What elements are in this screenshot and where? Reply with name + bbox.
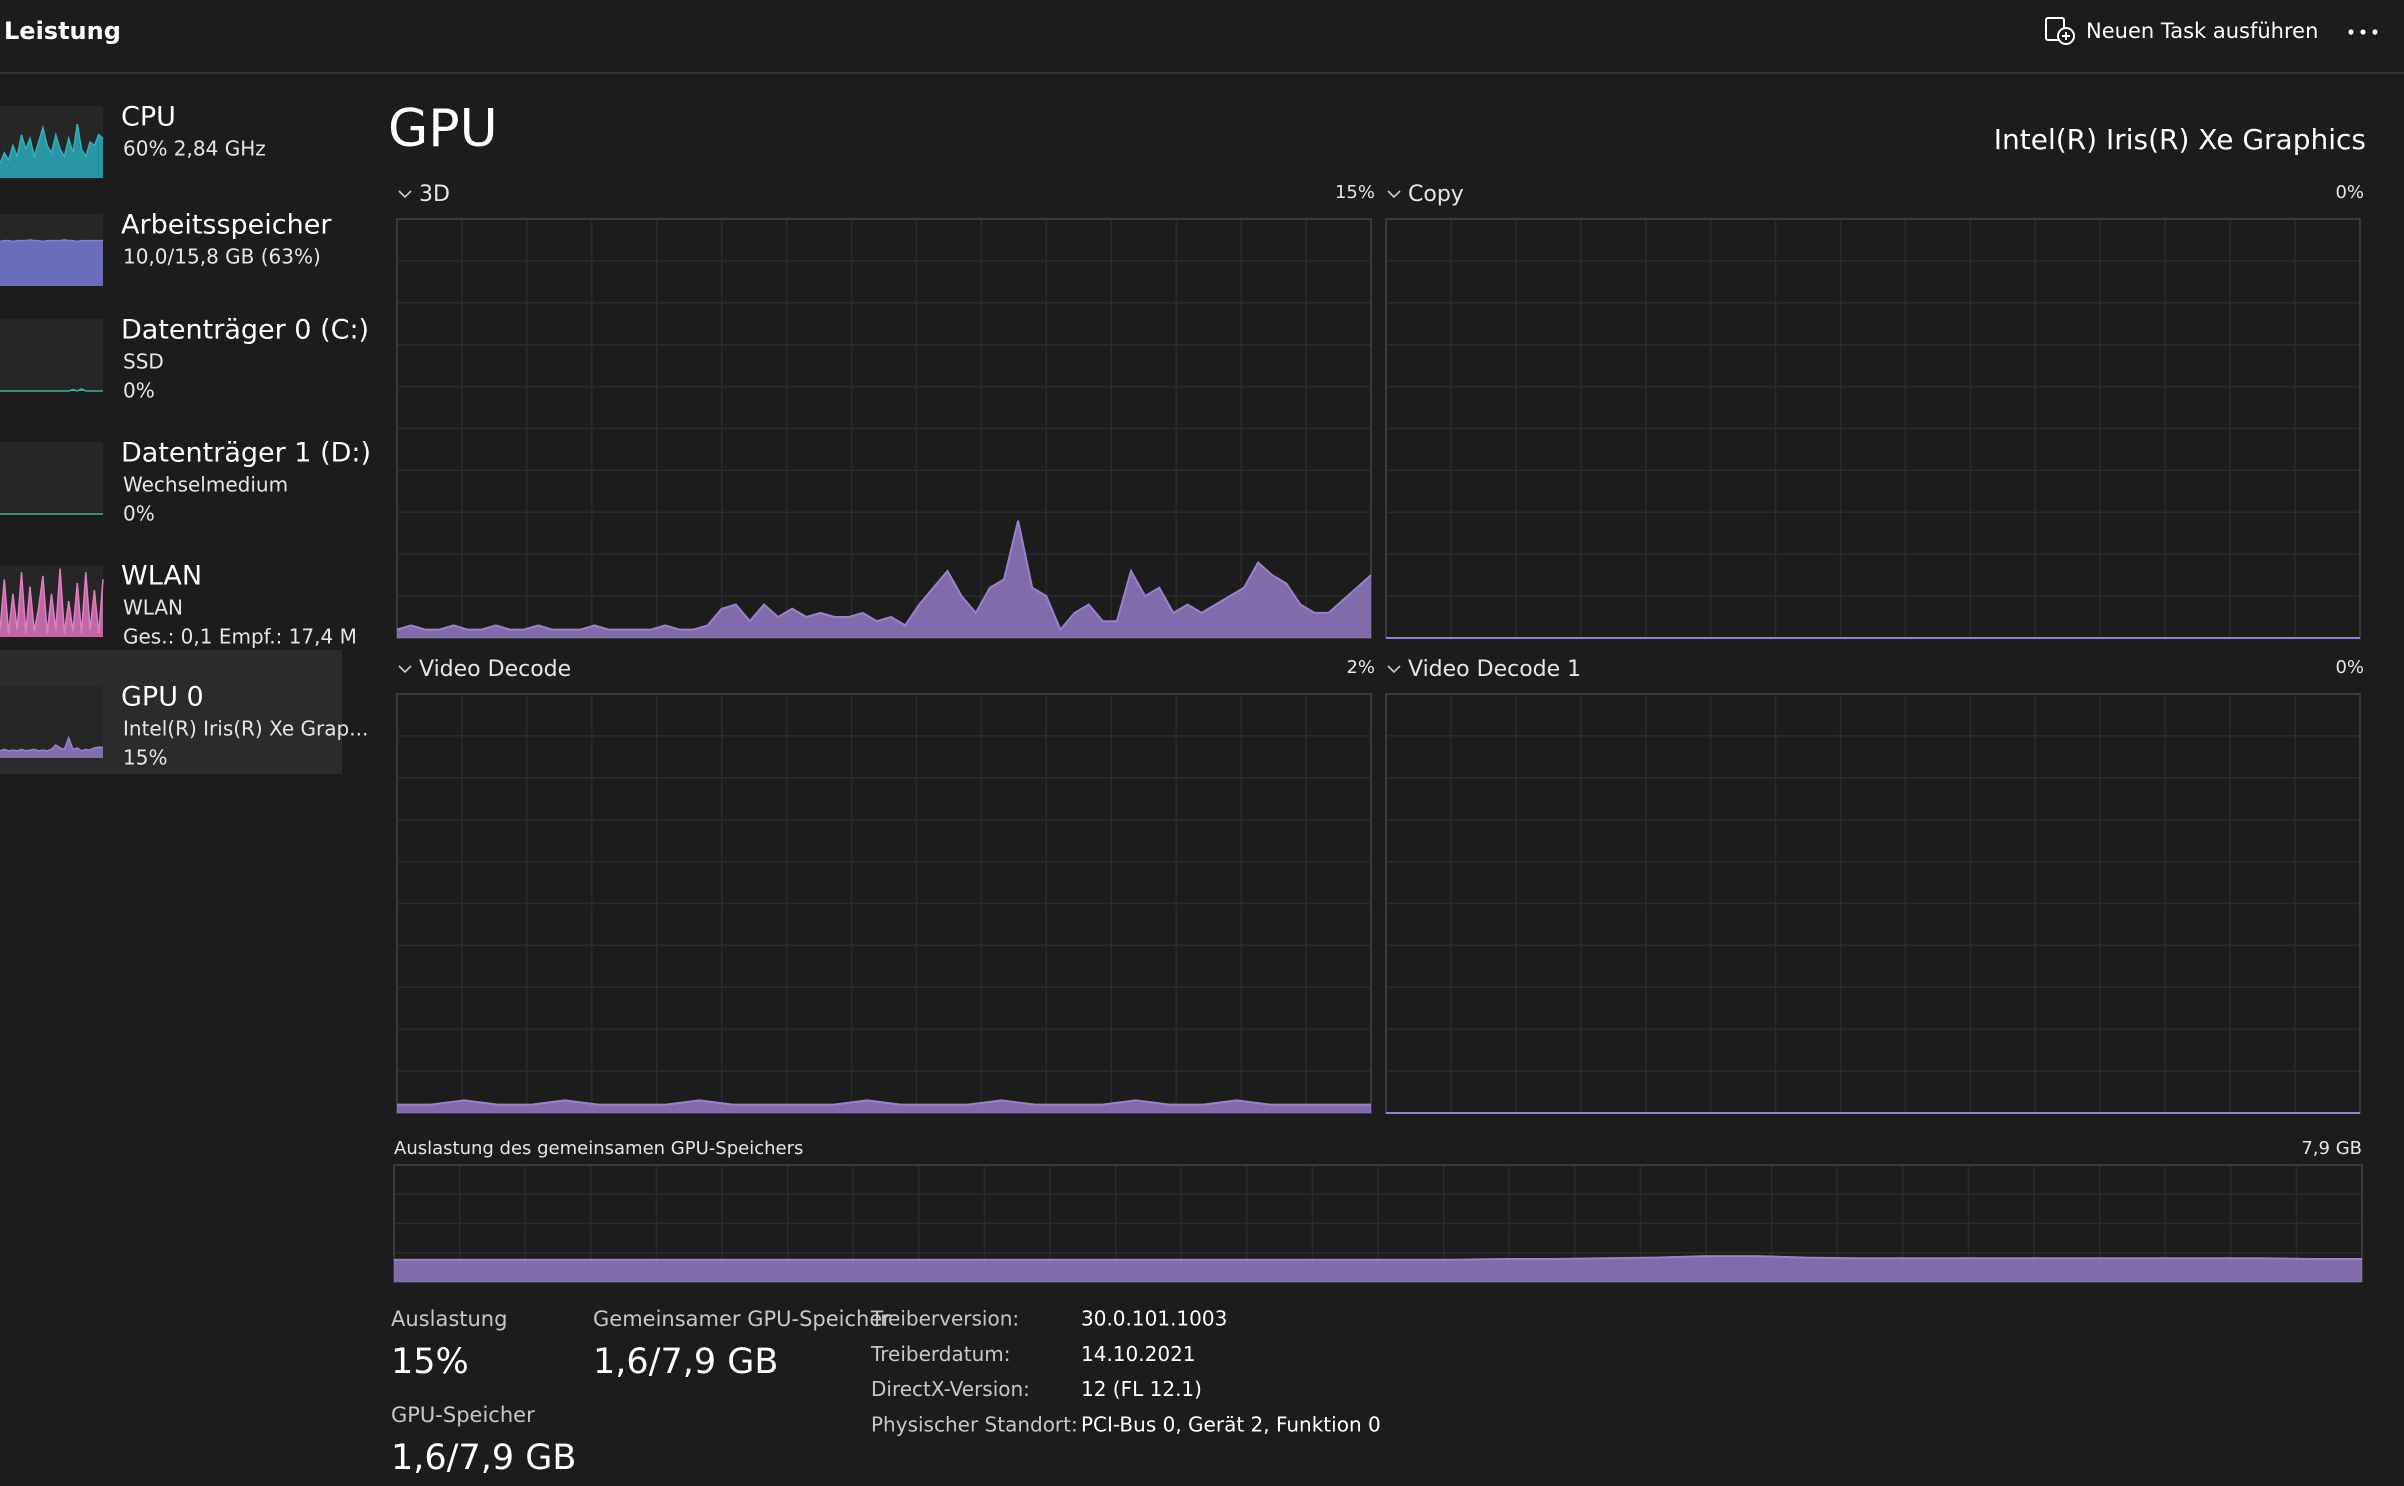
engine-current: 0% bbox=[2335, 657, 2364, 678]
stat-value: 15% bbox=[391, 1342, 469, 1382]
detail-label: Treiberversion: bbox=[870, 1307, 1019, 1331]
sidebar-detail: 60% 2,84 GHz bbox=[123, 137, 266, 161]
detail-value: 14.10.2021 bbox=[1081, 1342, 1196, 1366]
chevron bbox=[1387, 190, 1401, 199]
area-fill bbox=[397, 1100, 1371, 1113]
area-line bbox=[394, 1255, 2362, 1261]
sidebar-detail: WLAN bbox=[123, 596, 183, 620]
sidebar-item[interactable]: Datenträger 0 (C:) SSD 0% bbox=[0, 315, 369, 403]
sidebar-detail: 0% bbox=[123, 379, 155, 403]
area-fill bbox=[0, 124, 103, 178]
sidebar-name[interactable]: CPU bbox=[121, 102, 176, 133]
more-button[interactable] bbox=[2348, 29, 2378, 35]
area-fill bbox=[0, 239, 103, 286]
adapter-name: Intel(R) Iris(R) Xe Graphics bbox=[1994, 123, 2366, 156]
sidebar-name[interactable]: Datenträger 0 (C:) bbox=[121, 315, 369, 346]
engine-name[interactable]: Video Decode bbox=[419, 657, 571, 682]
new-task-plus-sign bbox=[2062, 32, 2070, 40]
sidebar-item[interactable]: Datenträger 1 (D:) Wechselmedium 0% bbox=[0, 438, 371, 526]
area-line bbox=[0, 123, 104, 164]
engine-current: 2% bbox=[1346, 657, 1375, 678]
sidebar-item[interactable]: Arbeitsspeicher 10,0/15,8 GB (63%) bbox=[0, 210, 332, 287]
chevron bbox=[398, 190, 412, 199]
sidebar: CPU 60% 2,84 GHz Arbeitsspeicher 10,0/15,8 … bbox=[0, 102, 371, 774]
shared-memory-graph bbox=[393, 1164, 2363, 1283]
page-title: Leistung bbox=[4, 17, 121, 45]
stat-label: Auslastung bbox=[391, 1307, 507, 1331]
area-line bbox=[397, 1099, 1371, 1106]
sidebar-item[interactable]: GPU 0 Intel(R) Iris(R) Xe Grap... 15% bbox=[0, 650, 368, 774]
sidebar-name[interactable]: WLAN bbox=[121, 561, 202, 592]
detail-value: 30.0.101.1003 bbox=[1081, 1307, 1227, 1331]
sidebar-name[interactable]: GPU 0 bbox=[121, 682, 204, 713]
sidebar-detail: 10,0/15,8 GB (63%) bbox=[123, 245, 321, 269]
area-line bbox=[0, 568, 104, 634]
sidebar-detail: Wechselmedium bbox=[123, 473, 288, 497]
detail-label: DirectX-Version: bbox=[871, 1377, 1030, 1401]
sidebar-name[interactable]: Datenträger 1 (D:) bbox=[121, 438, 371, 469]
area-fill bbox=[394, 1256, 2362, 1282]
dot bbox=[2360, 29, 2366, 35]
details: Treiberversion: 30.0.101.1003 Treiberdatum… bbox=[870, 1307, 1381, 1437]
sidebar-detail: Intel(R) Iris(R) Xe Grap... bbox=[123, 717, 368, 741]
detail-label: Treiberdatum: bbox=[870, 1342, 1010, 1366]
sidebar-item[interactable]: WLAN WLAN Ges.: 0,1 Empf.: 17,4 M bbox=[0, 561, 357, 649]
chevron bbox=[398, 665, 412, 674]
dot bbox=[2372, 29, 2378, 35]
detail-label: Physischer Standort: bbox=[871, 1412, 1078, 1436]
stat-label: GPU-Speicher bbox=[391, 1403, 535, 1427]
shared-memory-max: 7,9 GB bbox=[2301, 1138, 2362, 1159]
new-task-label[interactable]: Neuen Task ausführen bbox=[2086, 19, 2318, 43]
engine-current: 0% bbox=[2335, 182, 2364, 203]
sidebar-name[interactable]: Arbeitsspeicher bbox=[121, 210, 332, 241]
dot bbox=[2348, 29, 2354, 35]
engine-name[interactable]: Video Decode 1 bbox=[1408, 657, 1581, 682]
area-fill bbox=[397, 520, 1371, 638]
sidebar-item[interactable]: CPU 60% 2,84 GHz bbox=[0, 102, 266, 179]
area-line bbox=[0, 239, 103, 243]
engine-name[interactable]: 3D bbox=[419, 182, 450, 207]
new-task-button[interactable]: Neuen Task ausführen bbox=[2045, 17, 2318, 45]
area-fill bbox=[0, 737, 103, 758]
engine-current: 15% bbox=[1335, 182, 1375, 203]
stat-label: Gemeinsamer GPU-Speicher bbox=[593, 1307, 891, 1331]
stat-value: 1,6/7,9 GB bbox=[391, 1438, 576, 1478]
chevron bbox=[1387, 665, 1401, 674]
area-line bbox=[0, 735, 103, 752]
thumbnail-background bbox=[0, 319, 103, 391]
area-line bbox=[0, 387, 103, 392]
engine-name[interactable]: Copy bbox=[1408, 182, 1464, 207]
thumbnail-background bbox=[0, 442, 103, 514]
thumbnail-background bbox=[0, 686, 103, 758]
gpu-title: GPU bbox=[388, 99, 498, 159]
sidebar-detail: SSD bbox=[123, 350, 164, 374]
area-line bbox=[396, 520, 1372, 632]
detail-value: 12 (FL 12.1) bbox=[1081, 1377, 1202, 1401]
shared-memory-label: Auslastung des gemeinsamen GPU-Speichers bbox=[394, 1138, 803, 1159]
sidebar-detail: Ges.: 0,1 Empf.: 17,4 M bbox=[123, 625, 357, 649]
engine-graphs: 3D 15% Copy 0% Video Decode 2% Video Decode 1 0… bbox=[396, 182, 2364, 1114]
detail-value: PCI-Bus 0, Gerät 2, Funktion 0 bbox=[1081, 1412, 1381, 1436]
sidebar-detail: 0% bbox=[123, 502, 155, 526]
stat-value: 1,6/7,9 GB bbox=[593, 1342, 778, 1382]
sidebar-detail: 15% bbox=[123, 746, 167, 770]
